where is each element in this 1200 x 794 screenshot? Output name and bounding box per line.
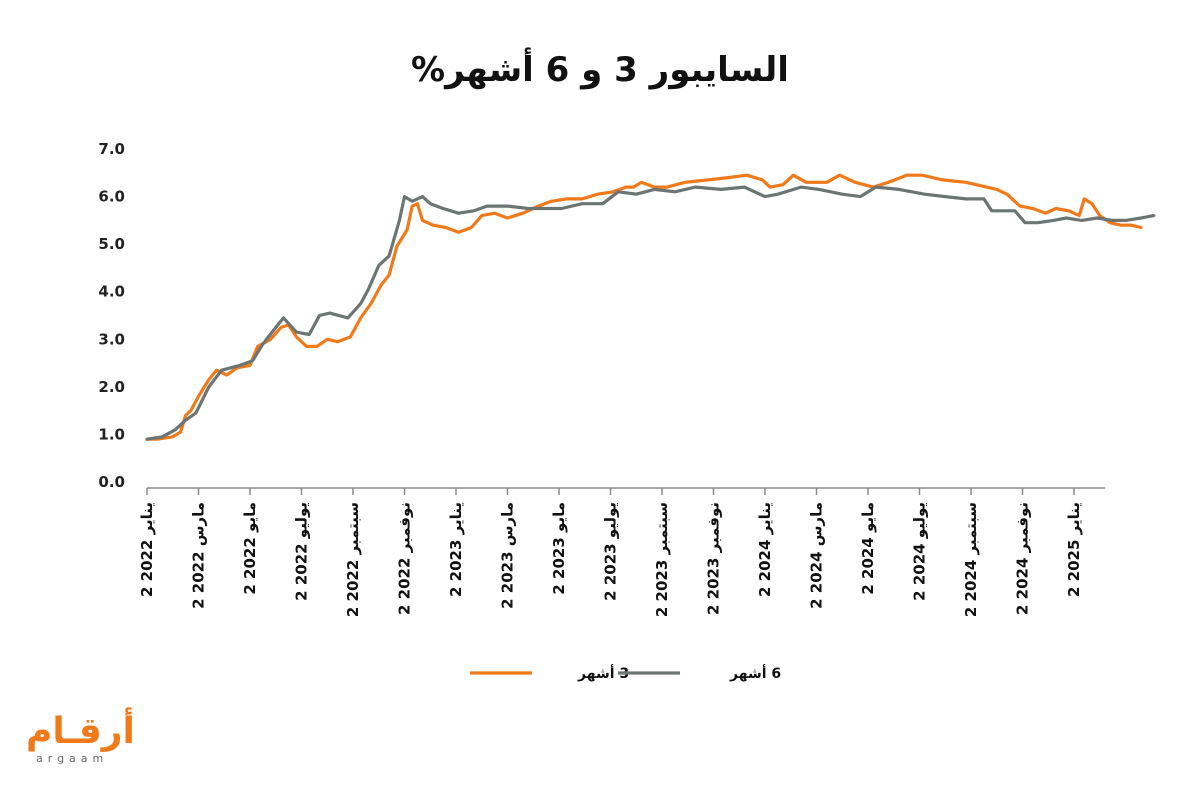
x-tick-label: 2 يوليو 2024	[911, 502, 929, 601]
x-tick-label: 2 يناير 2024	[756, 502, 774, 597]
legend-label: 6 أشهر	[729, 664, 781, 682]
x-tick-label: 2 يوليو 2022	[293, 502, 311, 601]
series-line-6-months	[145, 185, 1156, 441]
y-tick-label: 0.0	[98, 473, 125, 491]
logo-arabic-text: أرقـام	[26, 711, 135, 752]
x-tick-label: 2 سبتمبر 2023	[653, 502, 671, 617]
y-tick-label: 6.0	[98, 188, 125, 206]
x-tick-label: 2 نوفمبر 2024	[1014, 502, 1032, 615]
y-tick-label: 7.0	[98, 140, 125, 158]
series-layer	[145, 173, 1156, 441]
x-axis: 2 يناير 2022 2 مارس 2022 2 مايو 2022 2 يولي…	[138, 487, 1105, 617]
x-tick-label: 2 مارس 2022	[190, 502, 208, 609]
y-tick-label: 1.0	[98, 425, 125, 443]
argaam-logo: أرقـام argaam	[26, 712, 166, 772]
y-axis: 0.0 1.0 2.0 3.0 4.0 5.0 6.0 7.0	[98, 140, 125, 491]
x-tick-label: 2 يناير 2022	[138, 502, 156, 597]
x-tick-label: 2 سبتمبر 2024	[962, 502, 980, 617]
x-tick-label: 2 يناير 2025	[1065, 502, 1083, 597]
x-tick-label: 2 سبتمبر 2022	[344, 502, 362, 617]
x-tick-label: 2 مارس 2024	[808, 502, 826, 609]
chart-title: السايبور 3 و 6 أشهر%	[411, 50, 789, 90]
y-tick-label: 5.0	[98, 235, 125, 253]
x-tick-label: 2 مايو 2023	[550, 502, 568, 595]
x-tick-label: 2 يوليو 2023	[602, 502, 620, 601]
x-tick-label: 2 نوفمبر 2022	[396, 502, 414, 615]
legend: 3 أشهر 6 أشهر	[470, 664, 781, 682]
y-tick-label: 2.0	[98, 378, 125, 396]
x-tick-label: 2 مايو 2024	[859, 502, 877, 595]
series-line-3-months	[145, 173, 1143, 441]
x-tick-label: 2 مارس 2023	[499, 502, 517, 609]
y-tick-label: 4.0	[98, 283, 125, 301]
legend-label: 3 أشهر	[577, 664, 629, 682]
x-tick-label: 2 نوفمبر 2023	[705, 502, 723, 615]
y-tick-label: 3.0	[98, 330, 125, 348]
logo-latin-text: argaam	[36, 752, 109, 765]
x-tick-label: 2 مايو 2022	[241, 502, 259, 595]
x-tick-label: 2 يناير 2023	[447, 502, 465, 597]
